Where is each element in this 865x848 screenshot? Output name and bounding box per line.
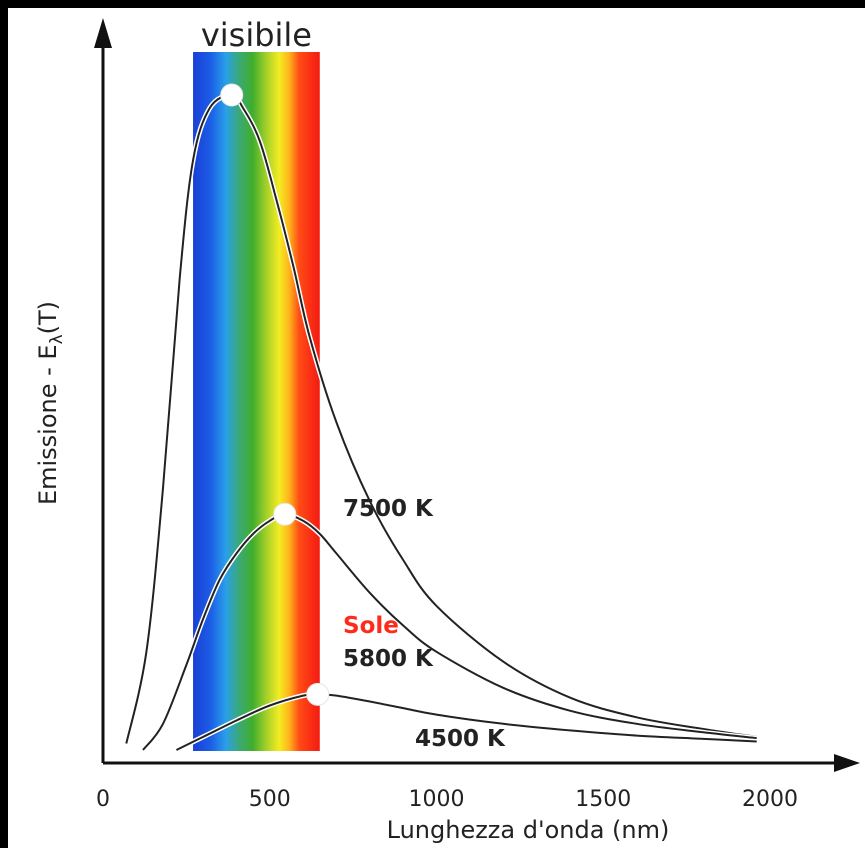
y-axis-arrow [94,18,112,48]
chart-panel: visibile 0 500 1000 1500 2000 Lunghezza d'on… [8,8,865,848]
visible-spectrum-band [193,52,320,751]
peak-marker-4500-k [306,682,330,706]
visible-band-label: visibile [201,16,312,54]
curves-group [123,92,758,753]
curve-label-5800-k: 5800 K [343,646,434,672]
x-axis-label: Lunghezza d'onda (nm) [387,816,670,844]
blackbody-chart: visibile 0 500 1000 1500 2000 Lunghezza d'on… [34,16,860,844]
curve-label-7500-k: 7500 K [343,496,434,522]
x-tick-label: 0 [96,787,110,812]
x-tick-labels: 0 500 1000 1500 2000 [96,787,798,812]
y-axis-label-suffix: (T) [34,301,62,334]
curve-7500-k [125,93,757,744]
x-tick-label: 2000 [742,787,798,812]
curve-labels-group: 7500 K 5800 K 4500 K Sole [343,496,506,752]
curve-5800-k [142,513,757,751]
peak-marker-7500-k [220,83,244,107]
x-axis-arrow [834,754,860,772]
y-axis-label-subscript: λ [47,334,67,344]
x-tick-label: 1500 [575,787,631,812]
peak-marker-5800-k [273,502,297,526]
peak-markers-group [220,83,330,706]
y-axis-label: Emissione - Eλ(T) [34,301,67,505]
y-axis-label-main: Emissione - E [34,344,62,505]
x-tick-label: 500 [249,787,291,812]
curve-4500-k [175,693,757,751]
sun-label: Sole [343,613,399,639]
x-tick-label: 1000 [409,787,465,812]
curve-label-4500-k: 4500 K [415,726,506,752]
